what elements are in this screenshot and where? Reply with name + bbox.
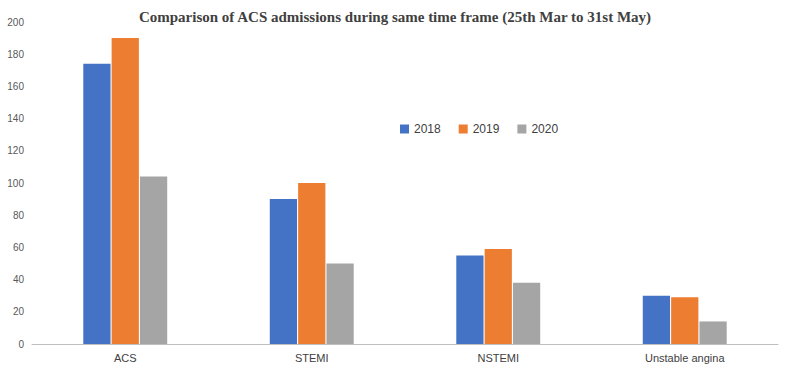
svg-text:0: 0 — [18, 339, 24, 350]
svg-text:NSTEMI: NSTEMI — [477, 352, 519, 364]
svg-text:100: 100 — [7, 178, 24, 189]
svg-text:120: 120 — [7, 145, 24, 156]
svg-text:2018: 2018 — [414, 122, 441, 136]
svg-text:Comparison of ACS admissions d: Comparison of ACS admissions during same… — [139, 9, 651, 26]
svg-text:80: 80 — [13, 210, 25, 221]
svg-text:140: 140 — [7, 113, 24, 124]
svg-text:STEMI: STEMI — [295, 352, 329, 364]
svg-text:60: 60 — [13, 242, 25, 253]
svg-text:2019: 2019 — [473, 122, 500, 136]
svg-text:40: 40 — [13, 274, 25, 285]
svg-text:160: 160 — [7, 81, 24, 92]
svg-text:ACS: ACS — [114, 352, 137, 364]
svg-text:Unstable angina: Unstable angina — [645, 352, 725, 364]
svg-text:2020: 2020 — [531, 122, 558, 136]
svg-text:20: 20 — [13, 306, 25, 317]
svg-text:180: 180 — [7, 49, 24, 60]
svg-text:200: 200 — [7, 17, 24, 28]
